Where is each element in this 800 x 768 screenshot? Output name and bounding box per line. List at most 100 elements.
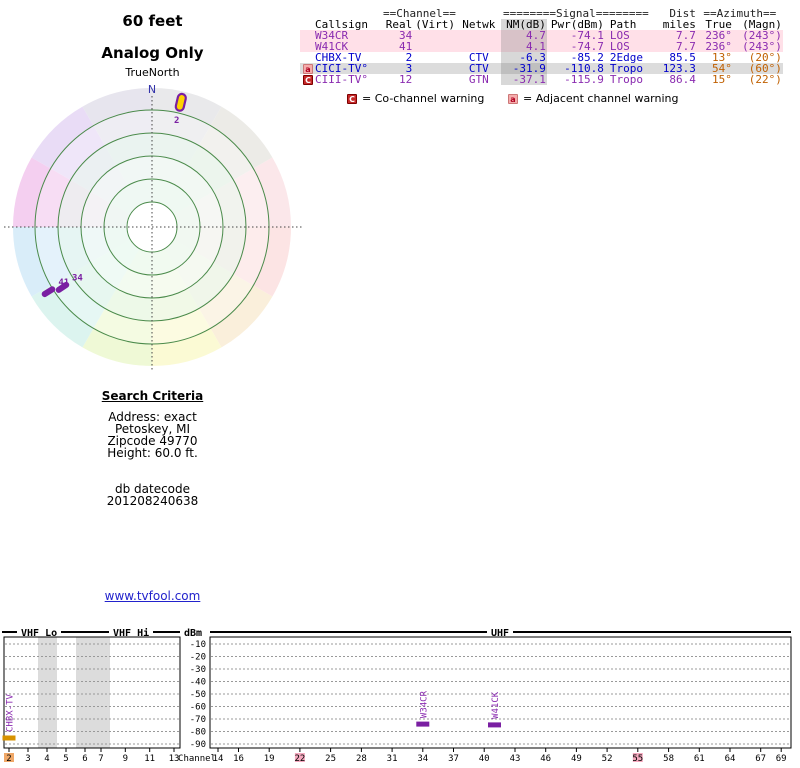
network-column-header: Netwk	[462, 18, 496, 31]
channel-tick-label: 25	[325, 754, 336, 764]
magnetic-azimuth-cell: (60°)	[748, 62, 782, 75]
real-channel-cell: 3	[405, 62, 413, 75]
path-cell: Tropo	[609, 73, 643, 86]
search-criteria-title: Search Criteria	[101, 389, 204, 403]
distance-cell: 7.7	[675, 29, 696, 42]
power-column-header: Pwr(dBm)	[550, 18, 604, 31]
y-axis-tick-label: -50	[190, 690, 206, 700]
search-zipcode-line: Zipcode 49770	[107, 434, 198, 448]
power-cell: -74.1	[570, 29, 604, 42]
distance-cell: 86.4	[669, 73, 696, 86]
y-axis-tick-label: -10	[190, 640, 206, 650]
distance-cell: 7.7	[675, 40, 696, 53]
noise-margin-column-header: NM(dB)	[500, 19, 547, 30]
network-cell	[457, 30, 501, 41]
spectrum-chart: VHF Lo VHF Hi dBm UHF Channel -10 -20 -30 -…	[2, 627, 792, 764]
magnetic-azimuth-cell: (20°)	[748, 51, 782, 64]
station-row: CHBX-TV 2 CTV -6.3 -85.2 2Edge 85.5 13° (20°)	[300, 52, 783, 63]
magnetic-azimuth-cell: (243°)	[742, 40, 782, 53]
channel-tick-label: 6	[82, 754, 87, 764]
callsign-cell: CHBX-TV	[315, 51, 362, 64]
channel-tick-label: 64	[725, 754, 736, 764]
channel-tick-label: 5	[63, 754, 68, 764]
co-channel-warning-icon: C	[303, 75, 313, 85]
power-cell: -115.9	[564, 73, 604, 86]
db-datecode-label: db datecode	[114, 482, 191, 496]
power-cell: -85.2	[570, 51, 604, 64]
true-azimuth-cell: 15°	[711, 73, 732, 86]
true-azimuth-cell: 236°	[705, 40, 732, 53]
noise-margin-cell: -31.9	[500, 63, 547, 74]
search-height-line: Height: 60.0 ft.	[107, 446, 198, 460]
signal-mode-label: Analog Only	[101, 44, 204, 62]
vhf-hi-band-label: VHF Hi	[113, 627, 149, 639]
virtual-channel-column-header: (Virt)	[415, 18, 455, 31]
channel-tick-label: 58	[663, 754, 674, 764]
channel-tick-label: 9	[123, 754, 128, 764]
station-direction-marker	[174, 92, 187, 112]
channel-tick-label: 61	[694, 754, 705, 764]
callsign-cell: CICI-TV°	[315, 62, 368, 75]
station-marker-channel-label: 41	[58, 278, 69, 288]
callsign-cell: CIII-TV°	[315, 73, 368, 86]
signal-analysis-table: ==Channel== ========Signal======== Dist …	[300, 8, 783, 85]
north-label: N	[148, 83, 156, 96]
y-axis-tick-label: -30	[190, 665, 206, 675]
co-channel-warning-icon: C	[347, 93, 357, 104]
db-datecode-block: db datecode 201208240638	[60, 483, 245, 507]
uhf-chart-area	[209, 636, 792, 749]
adjacent-channel-legend-item: a = Adjacent channel warning	[508, 92, 679, 105]
azimuth-group-header: ==Azimuth==	[703, 7, 777, 20]
path-cell: Tropo	[609, 62, 643, 75]
noise-margin-cell: -37.1	[500, 74, 547, 85]
channel-axis-label: Channel	[178, 754, 216, 764]
spectrum-gap-band	[38, 637, 57, 748]
channel-tick-label: 13	[169, 754, 180, 764]
db-datecode-value: 201208240638	[106, 494, 199, 508]
noise-margin-cell: 4.7	[500, 30, 547, 41]
noise-margin-cell: -6.3	[500, 52, 547, 63]
channel-tick-label: 43	[510, 754, 521, 764]
channel-tick-label: 28	[356, 754, 367, 764]
station-row: a CICI-TV° 3 CTV -31.9 -110.8 Tropo 123.3 54° (60…	[300, 63, 783, 74]
callsign-column-header: Callsign	[315, 18, 368, 31]
true-north-label: TrueNorth	[125, 66, 180, 79]
antenna-height-label: 60 feet	[122, 12, 183, 30]
true-azimuth-cell: 54°	[711, 62, 732, 75]
tvfool-link[interactable]: www.tvfool.com	[104, 589, 201, 603]
adjacent-channel-warning-icon: a	[303, 64, 313, 74]
y-axis-tick-label: -70	[190, 715, 206, 725]
path-column-header: Path	[609, 18, 637, 31]
channel-tick-label: 14	[213, 754, 224, 764]
station-direction-marker	[55, 281, 70, 293]
y-axis-tick-label: -20	[190, 653, 206, 663]
true-azimuth-column-header: True	[705, 18, 732, 31]
channel-tick-label: 69	[776, 754, 787, 764]
station-marker-channel-label: 34	[72, 273, 83, 283]
adjacent-channel-warning-icon: a	[508, 93, 518, 104]
station-signal-bar	[2, 735, 16, 741]
path-cell: LOS	[609, 29, 630, 42]
table-column-header-row: Callsign Real (Virt) Netwk NM(dB) Pwr(dB…	[300, 19, 783, 30]
channel-group-header: ==Channel==	[383, 7, 456, 20]
search-criteria-block: Search Criteria Address: exact Petoskey,…	[60, 390, 245, 507]
real-channel-cell: 34	[399, 29, 413, 42]
distance-cell: 85.5	[669, 51, 696, 64]
y-axis-tick-label: -60	[190, 703, 206, 713]
network-cell: CTV	[468, 62, 489, 75]
channel-tick-label: 2	[6, 754, 11, 764]
callsign-cell: W41CK	[315, 40, 349, 53]
virtual-channel-cell	[413, 74, 457, 85]
station-callsign-label: W41CK	[491, 691, 501, 719]
channel-tick-label: 34	[417, 754, 428, 764]
y-axis-tick-label: -40	[190, 678, 206, 688]
channel-highlight	[294, 753, 305, 762]
path-cell: LOS	[609, 40, 630, 53]
search-city-line: Petoskey, MI	[114, 422, 191, 436]
y-axis-tick-label: -90	[190, 740, 206, 750]
distance-cell: 123.3	[662, 62, 696, 75]
virtual-channel-cell	[413, 41, 457, 52]
true-azimuth-cell: 13°	[711, 51, 732, 64]
